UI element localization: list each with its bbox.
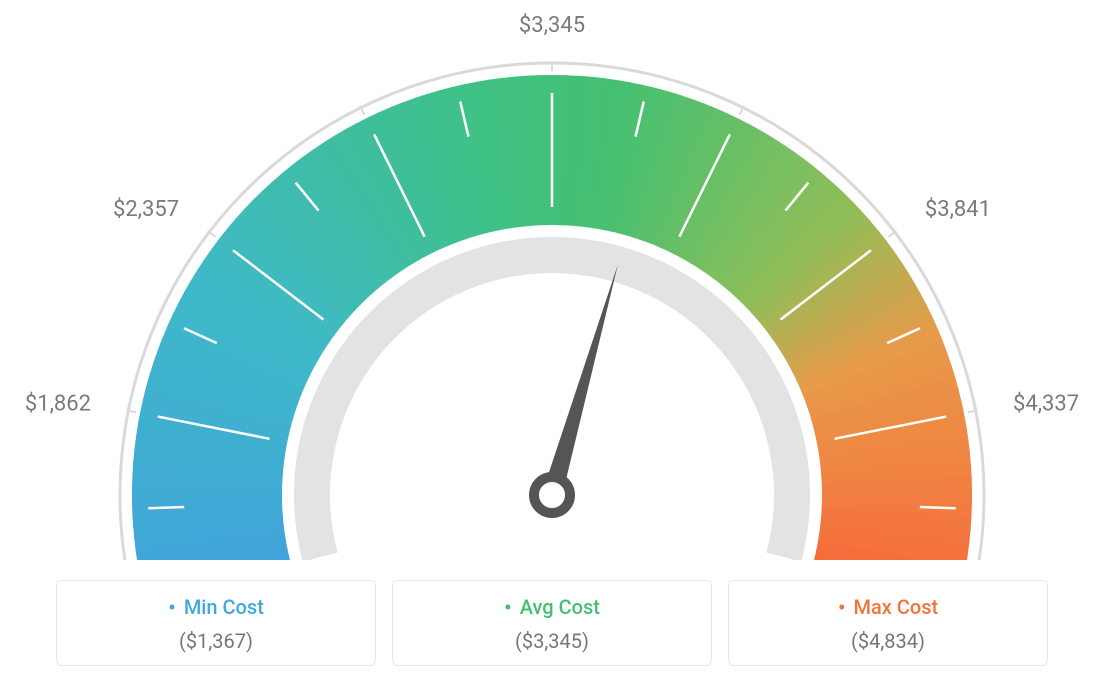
legend-title: Max Cost [729,595,1047,621]
gauge-chart: $1,367$1,862$2,357$3,345$3,841$4,337$4,8… [0,0,1104,560]
legend-card-avg: Avg Cost ($3,345) [392,580,712,666]
tick-label: $2,357 [113,197,179,222]
legend-value: ($3,345) [393,629,711,653]
needle [534,264,618,513]
legend-title: Min Cost [57,595,375,621]
legend-card-min: Min Cost ($1,367) [56,580,376,666]
legend-card-max: Max Cost ($4,834) [728,580,1048,666]
tick-label: $4,337 [1013,391,1079,416]
legend-value: ($4,834) [729,629,1047,653]
legend-title: Avg Cost [393,595,711,621]
tick-label: $1,862 [25,391,91,416]
tick-label: $3,345 [519,13,585,38]
legend-value: ($1,367) [57,629,375,653]
legend-row: Min Cost ($1,367) Avg Cost ($3,345) Max Cost… [0,580,1104,666]
tick-label: $3,841 [925,197,991,222]
